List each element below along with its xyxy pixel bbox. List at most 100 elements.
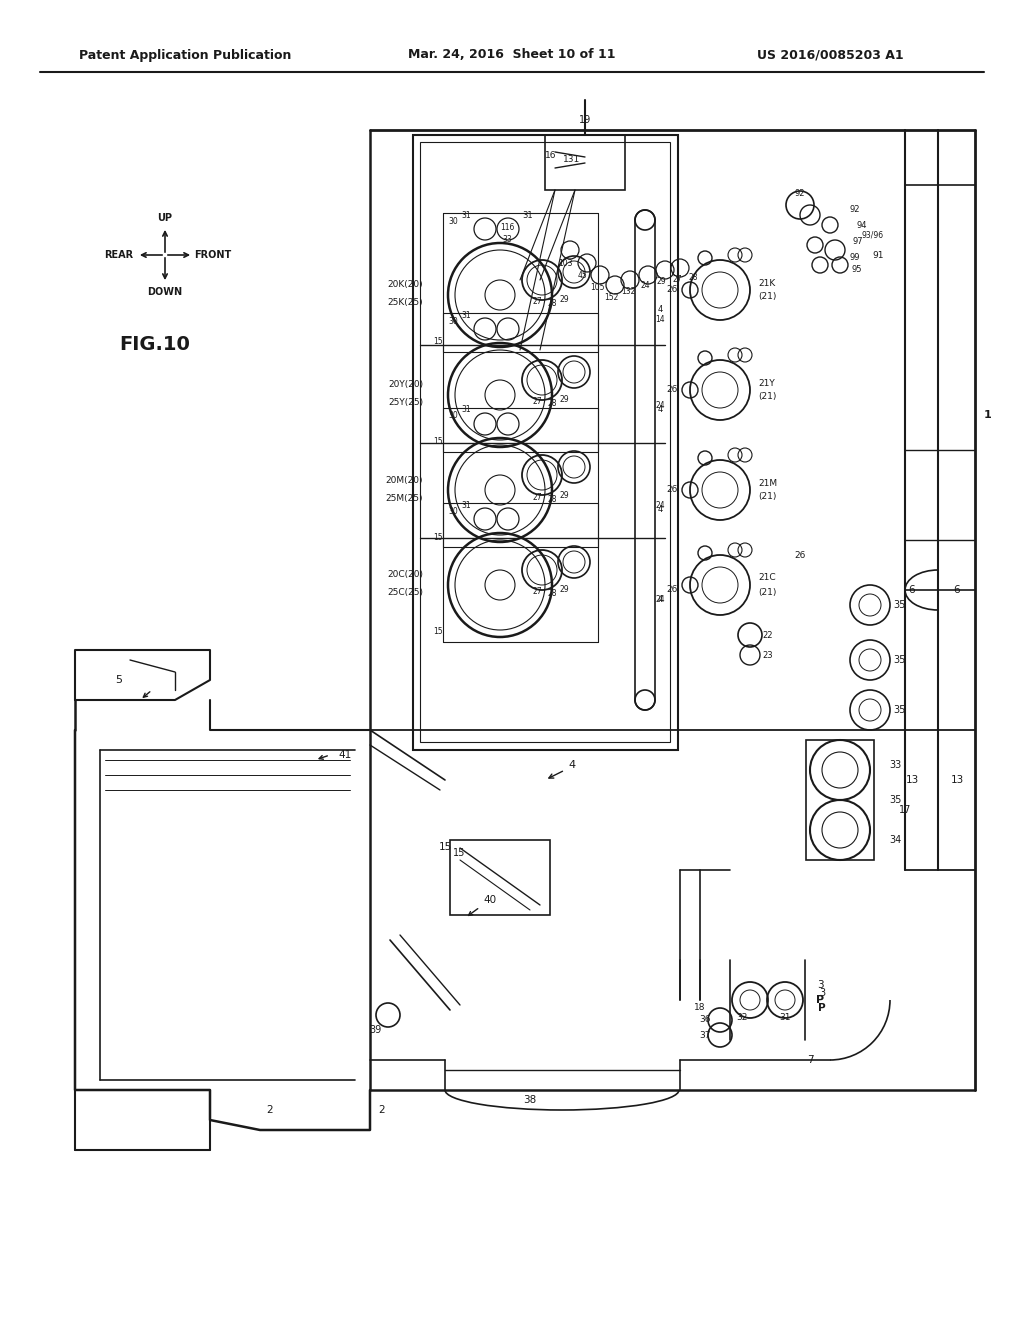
Bar	[420, 143, 670, 742]
Bar	[545, 135, 625, 190]
Text: 40: 40	[483, 895, 497, 906]
Text: 99: 99	[850, 252, 860, 261]
Text: 28: 28	[547, 400, 557, 408]
Text: 31: 31	[461, 405, 471, 414]
Text: US 2016/0085203 A1: US 2016/0085203 A1	[757, 49, 903, 62]
Text: 29: 29	[559, 396, 568, 404]
Text: 26: 26	[667, 486, 678, 495]
Text: 30: 30	[449, 412, 458, 421]
Text: 21C: 21C	[758, 573, 775, 582]
Text: 4: 4	[657, 405, 663, 414]
Text: 24: 24	[640, 281, 650, 289]
Text: 13: 13	[950, 775, 964, 785]
Text: 27: 27	[532, 397, 542, 407]
Text: 4: 4	[657, 595, 663, 605]
Text: 17: 17	[899, 805, 911, 814]
Text: 22: 22	[763, 631, 773, 639]
Text: 2: 2	[266, 1105, 273, 1115]
Text: 26: 26	[667, 385, 678, 395]
Text: 4: 4	[657, 305, 663, 314]
Text: 24: 24	[655, 400, 665, 409]
Text: 97: 97	[853, 238, 863, 247]
Text: REAR: REAR	[104, 249, 133, 260]
Text: 1: 1	[984, 411, 992, 420]
Text: 31: 31	[522, 210, 534, 219]
Text: 32: 32	[736, 1014, 748, 1023]
Text: 28: 28	[547, 300, 557, 309]
Text: 28: 28	[688, 273, 697, 282]
Text: 31: 31	[779, 1014, 791, 1023]
Text: 27: 27	[532, 492, 542, 502]
Text: 16: 16	[545, 150, 556, 160]
Text: 4: 4	[568, 760, 575, 770]
Text: 15: 15	[433, 627, 442, 636]
Text: 28: 28	[547, 590, 557, 598]
Text: 25Y(25): 25Y(25)	[388, 399, 423, 408]
Text: 21Y: 21Y	[758, 379, 775, 388]
Text: 29: 29	[559, 491, 568, 499]
Text: 152: 152	[604, 293, 618, 301]
Text: UP: UP	[158, 213, 172, 223]
Text: 20K(20): 20K(20)	[387, 281, 423, 289]
Text: 92: 92	[850, 206, 860, 214]
Text: 39: 39	[369, 1026, 381, 1035]
Text: 29: 29	[656, 277, 666, 286]
Text: FRONT: FRONT	[195, 249, 231, 260]
Text: 2: 2	[379, 1105, 385, 1115]
Text: 30: 30	[449, 317, 458, 326]
Text: 33: 33	[889, 760, 901, 770]
Text: 30: 30	[449, 507, 458, 516]
Text: Mar. 24, 2016  Sheet 10 of 11: Mar. 24, 2016 Sheet 10 of 11	[409, 49, 615, 62]
Text: 25C(25): 25C(25)	[387, 589, 423, 598]
Text: 35: 35	[894, 705, 906, 715]
Text: 26: 26	[667, 586, 678, 594]
Text: 35: 35	[889, 795, 901, 805]
Text: 15: 15	[433, 338, 442, 346]
Text: 19: 19	[579, 115, 591, 125]
Text: 15: 15	[453, 847, 465, 858]
Text: 21M: 21M	[758, 479, 777, 487]
Bar	[413, 135, 678, 750]
Text: 20Y(20): 20Y(20)	[388, 380, 423, 389]
Text: 34: 34	[889, 836, 901, 845]
Text: 91: 91	[872, 251, 884, 260]
Text: 15: 15	[433, 532, 442, 541]
Text: 24: 24	[655, 500, 665, 510]
Text: 95: 95	[852, 265, 862, 275]
Text: 25M(25): 25M(25)	[385, 494, 423, 503]
Text: 21K: 21K	[758, 279, 775, 288]
Text: 31: 31	[461, 210, 471, 219]
Text: 15: 15	[438, 842, 452, 851]
Text: 29: 29	[559, 586, 568, 594]
Text: 105: 105	[590, 282, 604, 292]
Text: 38: 38	[523, 1096, 537, 1105]
Text: 20M(20): 20M(20)	[385, 475, 423, 484]
Text: P: P	[818, 1003, 825, 1012]
Text: 13: 13	[905, 775, 919, 785]
Text: 131: 131	[563, 156, 581, 165]
Bar	[450, 840, 550, 915]
Text: 18: 18	[694, 1003, 706, 1012]
Text: 33: 33	[502, 235, 512, 244]
Text: 92: 92	[795, 189, 805, 198]
Text: 6: 6	[953, 585, 961, 595]
Text: 20C(20): 20C(20)	[387, 570, 423, 579]
Text: FIG.10: FIG.10	[120, 335, 190, 355]
Text: 37: 37	[699, 1031, 711, 1040]
Text: 36: 36	[699, 1015, 711, 1024]
Text: 41: 41	[338, 750, 351, 760]
Text: (21): (21)	[758, 587, 776, 597]
Text: P: P	[816, 995, 824, 1005]
Text: 103: 103	[558, 259, 572, 268]
Text: 94: 94	[857, 220, 867, 230]
Bar	[806, 741, 874, 861]
Text: 45: 45	[578, 272, 587, 281]
Text: 23: 23	[763, 651, 773, 660]
Text: 35: 35	[894, 601, 906, 610]
Text: 29: 29	[559, 296, 568, 305]
Text: 4: 4	[657, 506, 663, 515]
Text: 27: 27	[532, 297, 542, 306]
Text: 3: 3	[819, 987, 825, 998]
Text: 25K(25): 25K(25)	[387, 298, 423, 308]
Text: 132: 132	[621, 288, 635, 297]
